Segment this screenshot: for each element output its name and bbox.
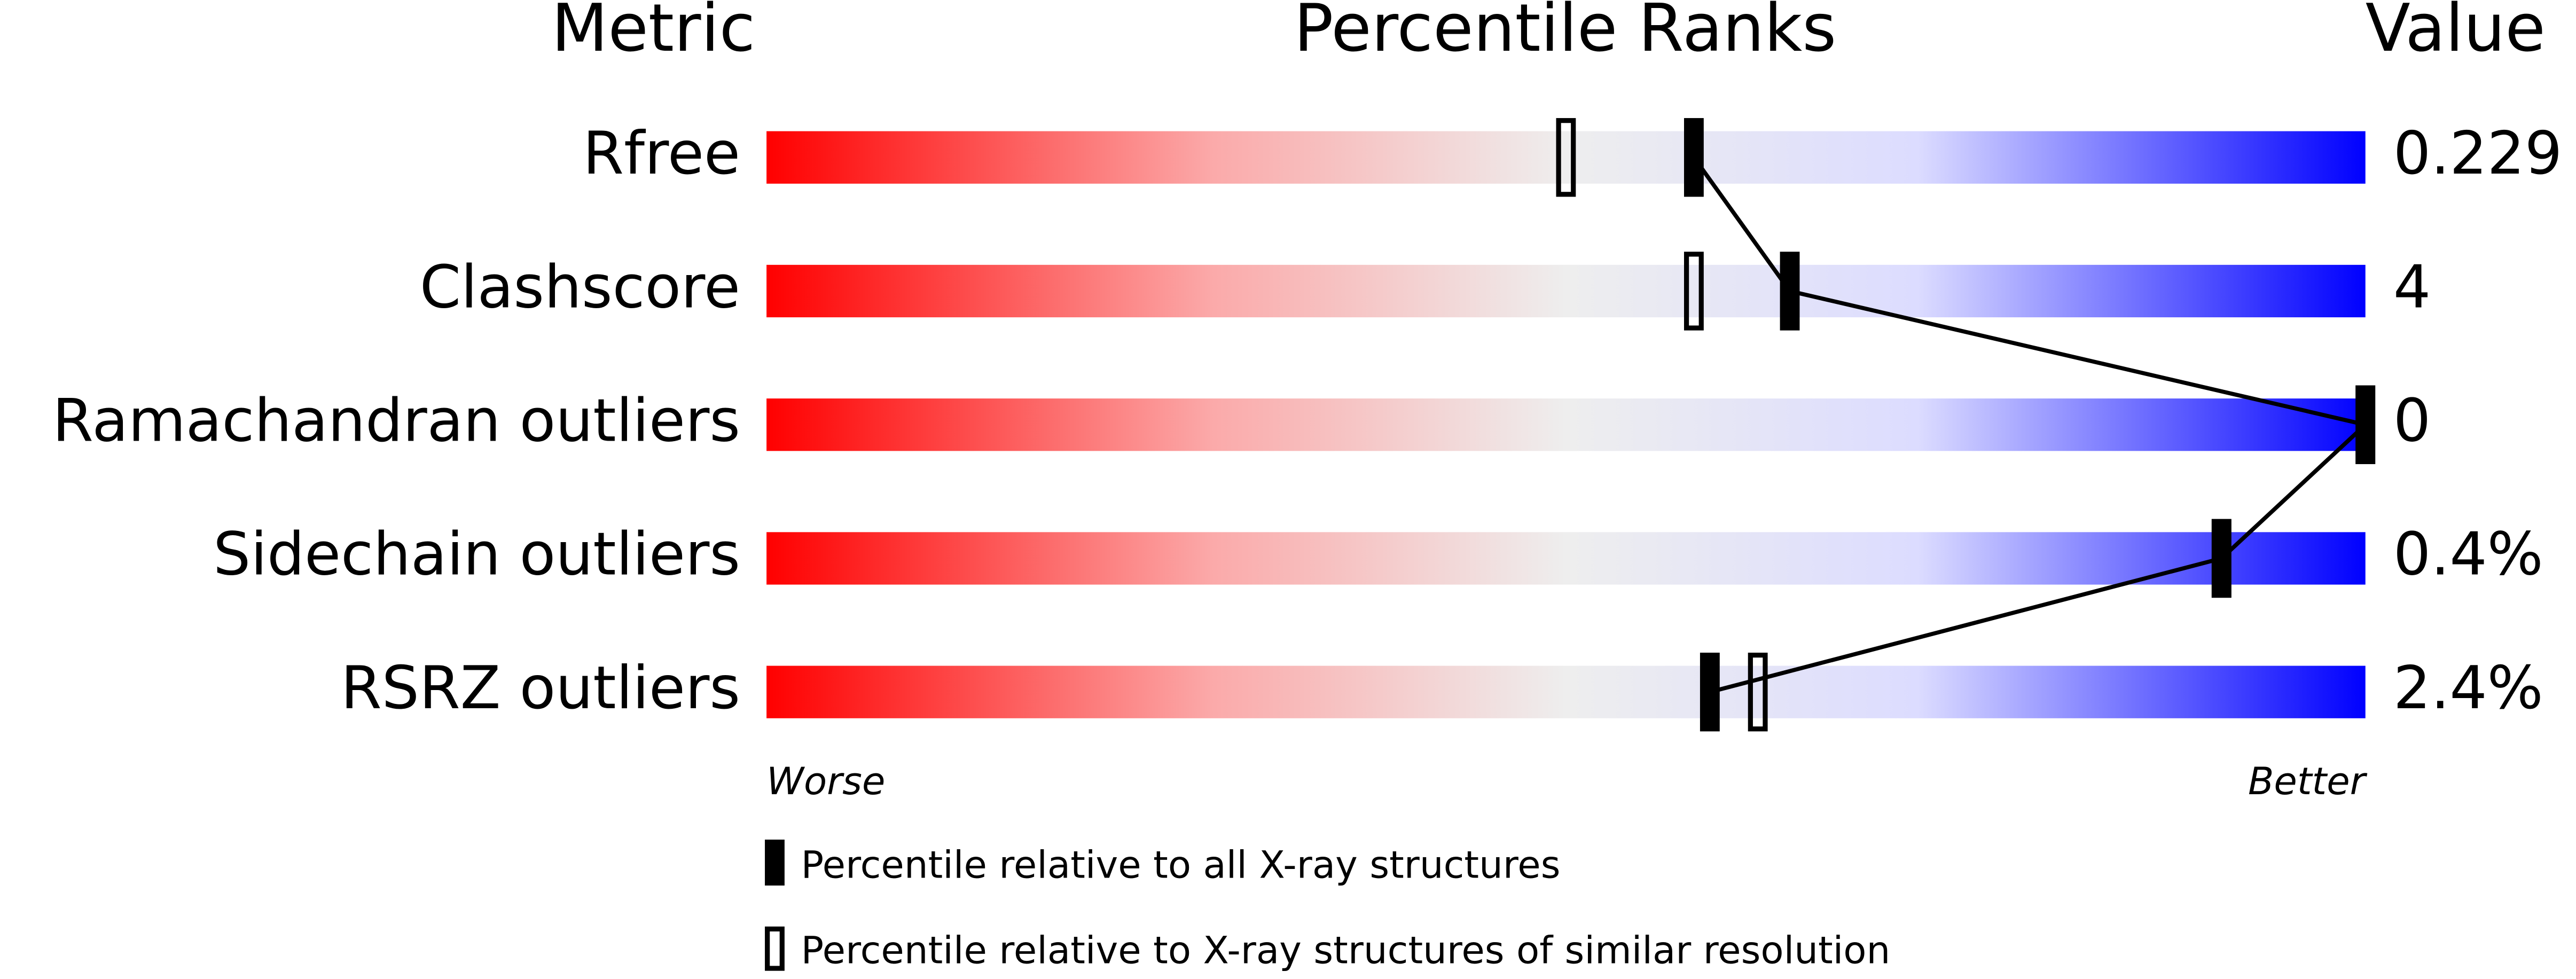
metric-label: Sidechain outliers	[213, 520, 740, 589]
metric-value: 4	[2393, 253, 2431, 322]
percentile-marker	[2211, 519, 2232, 598]
metric-label: Rfree	[583, 119, 740, 188]
legend-swatch	[765, 840, 785, 886]
metric-value: 0.4%	[2393, 520, 2543, 589]
metric-label: Clashscore	[420, 253, 740, 322]
percentile-marker	[1780, 252, 1800, 331]
slider-bar	[766, 264, 2366, 318]
legend-swatch	[765, 926, 785, 971]
legend-label: Percentile relative to X-ray structures …	[801, 928, 1891, 972]
percentile-marker	[2355, 385, 2376, 464]
metric-value: 0.229	[2393, 119, 2562, 188]
metric-label: Ramachandran outliers	[52, 386, 740, 455]
axis-label: Worse	[766, 759, 885, 803]
percentile-marker-open	[1684, 252, 1704, 331]
slider-bar	[766, 532, 2366, 585]
metric-label: RSRZ outliers	[341, 654, 740, 723]
percentile-marker-open	[1556, 118, 1576, 197]
percentile-marker	[1684, 118, 1704, 197]
percentile-marker	[1700, 653, 1720, 732]
header: Metric	[551, 0, 755, 66]
header: Value	[2366, 0, 2546, 66]
header: Percentile Ranks	[1294, 0, 1837, 66]
slider-bar	[766, 398, 2366, 451]
legend-label: Percentile relative to all X-ray structu…	[801, 843, 1561, 887]
slider-bar	[766, 131, 2366, 184]
metric-value: 2.4%	[2393, 654, 2543, 723]
percentile-marker-open	[1748, 653, 1768, 732]
slider-bar	[766, 665, 2366, 718]
axis-label: Better	[2248, 759, 2368, 803]
metric-value: 0	[2393, 386, 2431, 455]
